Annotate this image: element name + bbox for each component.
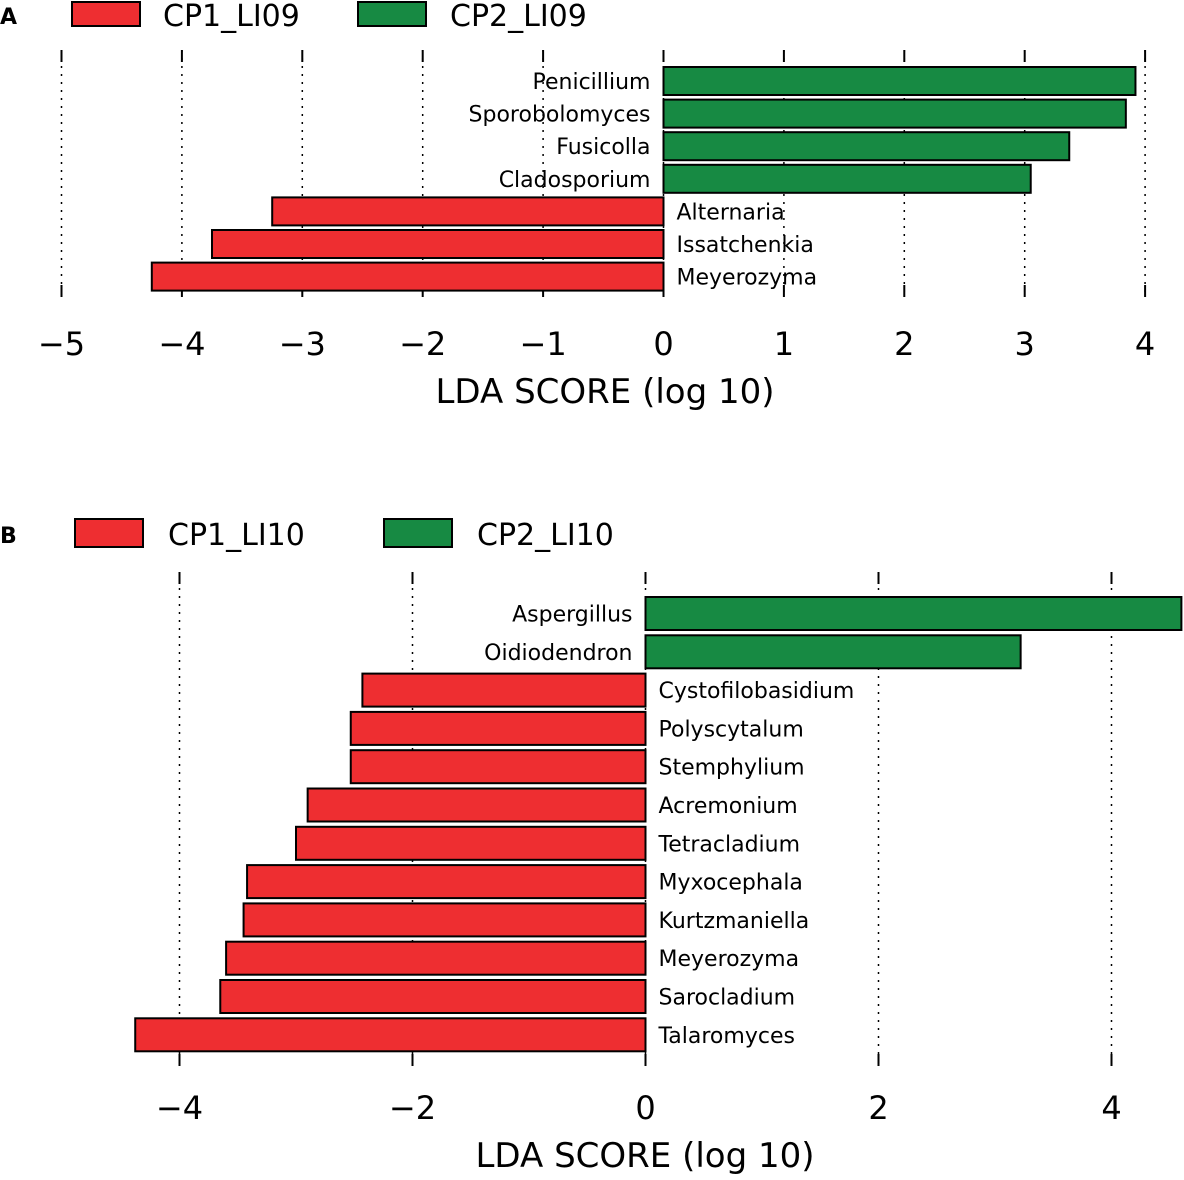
bar-label-oidiodendron: Oidiodendron <box>484 641 632 666</box>
bar-talaromyces <box>134 1017 647 1053</box>
bar-label-issatchenkia: Issatchenkia <box>677 233 814 258</box>
bar-acremonium <box>306 787 647 823</box>
x-tick-label: 0 <box>653 325 673 363</box>
x-tick-label: 0 <box>635 1089 655 1127</box>
bar-tetracladium <box>295 825 647 861</box>
x-tick-label: −2 <box>399 325 446 363</box>
bar-label-meyerozyma: Meyerozyma <box>677 266 818 291</box>
bar-issatchenkia <box>211 229 665 259</box>
bar-sarocladium <box>219 979 647 1014</box>
bar-label-sarocladium: Sarocladium <box>659 986 796 1011</box>
x-tick-label: 4 <box>1135 325 1155 363</box>
bar-label-sporobolomyces: Sporobolomyces <box>469 103 651 128</box>
bar-polyscytalum <box>349 710 647 746</box>
bar-myxocephala <box>246 864 647 900</box>
bar-label-tetracladium: Tetracladium <box>658 832 801 857</box>
x-tick-label: −2 <box>389 1089 436 1127</box>
x-axis-title: LDA SCORE (log 10) <box>475 1136 814 1176</box>
bar-label-penicillium: Penicillium <box>533 70 651 95</box>
legend-label-cp2-li09: CP2_LI09 <box>450 0 587 34</box>
bar-label-acremonium: Acremonium <box>659 794 798 819</box>
bar-meyerozyma <box>225 940 647 976</box>
bar-label-cystofilobasidium: Cystofilobasidium <box>659 679 855 704</box>
bar-cystofilobasidium <box>361 672 647 708</box>
panel-label-b: B <box>0 524 17 549</box>
legend-swatch-cp1-li09 <box>71 1 141 27</box>
x-tick-label: 2 <box>894 325 914 363</box>
bar-label-talaromyces: Talaromyces <box>658 1024 795 1049</box>
bar-label-stemphylium: Stemphylium <box>659 756 805 781</box>
bar-label-myxocephala: Myxocephala <box>659 871 803 896</box>
legend-label-cp1-li09: CP1_LI09 <box>163 0 300 34</box>
bar-label-alternaria: Alternaria <box>677 200 785 225</box>
chart-panel-a: CP1_LI09 CP2_LI09 −5 −4 −3 −2 −1 0 1 2 3 4 Penicilli… <box>38 0 1155 412</box>
legend-label-cp1-li10: CP1_LI10 <box>168 518 305 553</box>
bar-oidiodendron <box>644 634 1022 670</box>
panel-label-a: A <box>0 5 17 30</box>
bar-cladosporium <box>662 163 1032 194</box>
bar-label-kurtzmaniella: Kurtzmaniella <box>659 909 810 934</box>
x-tick-label: −4 <box>156 1089 203 1127</box>
x-tick-label: −4 <box>158 325 205 363</box>
bar-meyerozyma <box>150 261 665 292</box>
legend-label-cp2-li10: CP2_LI10 <box>477 518 614 553</box>
legend-swatch-cp2-li10 <box>383 518 453 548</box>
x-tick-label: −1 <box>520 325 567 363</box>
bar-stemphylium <box>349 749 647 785</box>
x-tick-label: 2 <box>868 1089 888 1127</box>
bar-sporobolomyces <box>662 98 1127 129</box>
x-axis-title: LDA SCORE (log 10) <box>435 372 774 412</box>
x-tick-label: −5 <box>38 325 85 363</box>
x-tick-label: 3 <box>1015 325 1035 363</box>
chart-panel-b: CP1_LI10 CP2_LI10 −4 −2 0 2 4 Aspergillus Oidiod… <box>74 518 1183 1176</box>
x-tick-label: 1 <box>774 325 794 363</box>
x-tick-label: 4 <box>1101 1089 1121 1127</box>
bar-kurtzmaniella <box>242 902 647 938</box>
bar-label-cladosporium: Cladosporium <box>499 168 651 193</box>
bar-label-polyscytalum: Polyscytalum <box>659 717 804 742</box>
bar-label-aspergillus: Aspergillus <box>512 603 632 628</box>
bar-label-meyerozyma: Meyerozyma <box>659 947 800 972</box>
bar-fusicolla <box>662 131 1071 162</box>
legend-swatch-cp1-li10 <box>74 518 144 548</box>
bar-penicillium <box>662 66 1137 96</box>
legend-swatch-cp2-li09 <box>357 1 427 27</box>
bar-alternaria <box>271 196 665 227</box>
x-tick-label: −3 <box>279 325 326 363</box>
bar-aspergillus <box>644 596 1183 631</box>
bar-label-fusicolla: Fusicolla <box>556 135 650 160</box>
